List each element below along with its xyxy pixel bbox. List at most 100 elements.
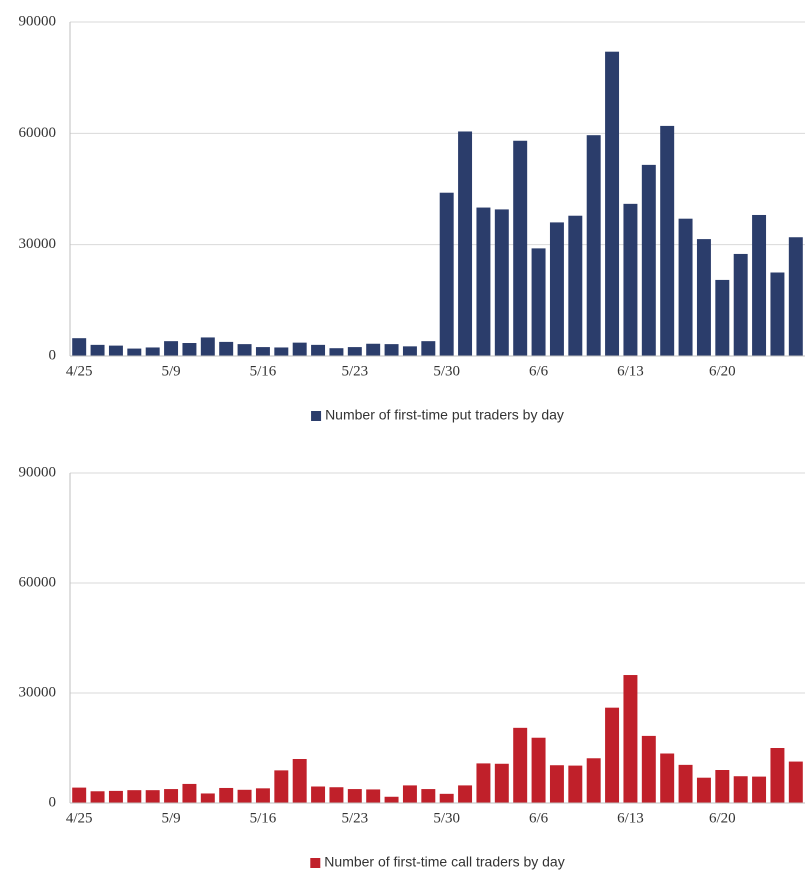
bar	[108, 790, 123, 803]
bar	[660, 125, 675, 357]
x-tick-label: 6/6	[529, 810, 549, 826]
bar	[586, 135, 601, 356]
legend-swatch	[311, 411, 322, 421]
bar	[733, 776, 748, 803]
y-tick-label: 60000	[19, 574, 57, 590]
bar	[292, 342, 307, 356]
legend-swatch	[310, 858, 321, 868]
bar	[164, 789, 179, 803]
bar	[439, 793, 454, 803]
y-tick-label: 60000	[19, 125, 57, 141]
bar	[90, 791, 105, 803]
bar	[494, 209, 509, 356]
bar	[586, 758, 601, 803]
bar	[752, 776, 767, 803]
legend-label: Number of first-time put traders by day	[325, 407, 564, 423]
y-tick-label: 30000	[19, 684, 57, 700]
bar	[366, 789, 381, 803]
bar	[219, 787, 234, 803]
bar	[274, 770, 289, 803]
bar	[715, 279, 730, 356]
bar	[255, 788, 270, 803]
x-tick-label: 6/13	[617, 363, 644, 379]
x-tick-label: 5/23	[341, 363, 368, 379]
bar	[108, 345, 123, 356]
bar	[788, 237, 803, 356]
bar	[311, 344, 326, 356]
bar	[733, 253, 748, 356]
bar	[439, 192, 454, 356]
bar	[696, 239, 711, 356]
y-tick-label: 90000	[19, 464, 57, 480]
bar	[696, 777, 711, 803]
bar	[329, 348, 344, 356]
bar	[347, 347, 362, 356]
x-tick-label: 6/6	[529, 363, 549, 379]
bar	[384, 344, 399, 356]
bar	[568, 215, 583, 356]
bar	[90, 344, 105, 356]
bar	[513, 727, 528, 803]
bar	[476, 207, 491, 356]
x-tick-label: 5/23	[341, 810, 368, 826]
bar	[531, 248, 546, 356]
bar	[458, 131, 473, 356]
bar	[678, 218, 693, 356]
bar	[568, 765, 583, 803]
bar	[623, 675, 638, 803]
bar	[402, 785, 417, 803]
bar	[549, 222, 564, 356]
bar	[164, 341, 179, 356]
bar	[458, 785, 473, 803]
x-tick-label: 4/25	[66, 363, 93, 379]
bar	[237, 344, 252, 356]
bar	[715, 770, 730, 803]
bar	[219, 341, 234, 356]
bar	[770, 748, 785, 803]
bar	[531, 737, 546, 803]
bar	[72, 787, 87, 803]
bar	[752, 214, 767, 356]
bar	[605, 51, 620, 356]
y-tick-label: 30000	[19, 236, 57, 252]
x-tick-label: 5/9	[161, 810, 180, 826]
bar	[549, 765, 564, 803]
bar	[347, 789, 362, 803]
x-tick-label: 6/20	[709, 363, 736, 379]
bar	[127, 790, 142, 803]
x-tick-label: 5/30	[433, 363, 460, 379]
bar	[72, 338, 87, 356]
bar	[641, 735, 656, 803]
bar	[641, 164, 656, 356]
bar	[605, 707, 620, 803]
bar	[237, 789, 252, 803]
bar	[476, 763, 491, 803]
x-tick-label: 6/13	[617, 810, 644, 826]
x-tick-label: 5/9	[161, 363, 180, 379]
bar	[127, 348, 142, 356]
bar	[421, 789, 436, 803]
bar	[660, 753, 675, 803]
bar	[329, 787, 344, 803]
y-tick-label: 0	[49, 794, 57, 810]
bar	[513, 140, 528, 356]
legend-label: Number of first-time call traders by day	[324, 854, 564, 870]
bar	[384, 796, 399, 803]
bar	[788, 761, 803, 803]
x-tick-label: 5/30	[433, 810, 460, 826]
bar	[366, 343, 381, 356]
bar	[311, 786, 326, 803]
x-tick-label: 6/20	[709, 810, 736, 826]
bar	[494, 763, 509, 803]
bar	[421, 341, 436, 356]
x-tick-label: 5/16	[250, 810, 277, 826]
bar	[182, 783, 197, 803]
bar	[182, 343, 197, 356]
bar	[274, 347, 289, 356]
y-tick-label: 90000	[19, 13, 57, 29]
bar	[200, 337, 215, 356]
x-tick-label: 4/25	[66, 810, 93, 826]
bar	[770, 272, 785, 356]
